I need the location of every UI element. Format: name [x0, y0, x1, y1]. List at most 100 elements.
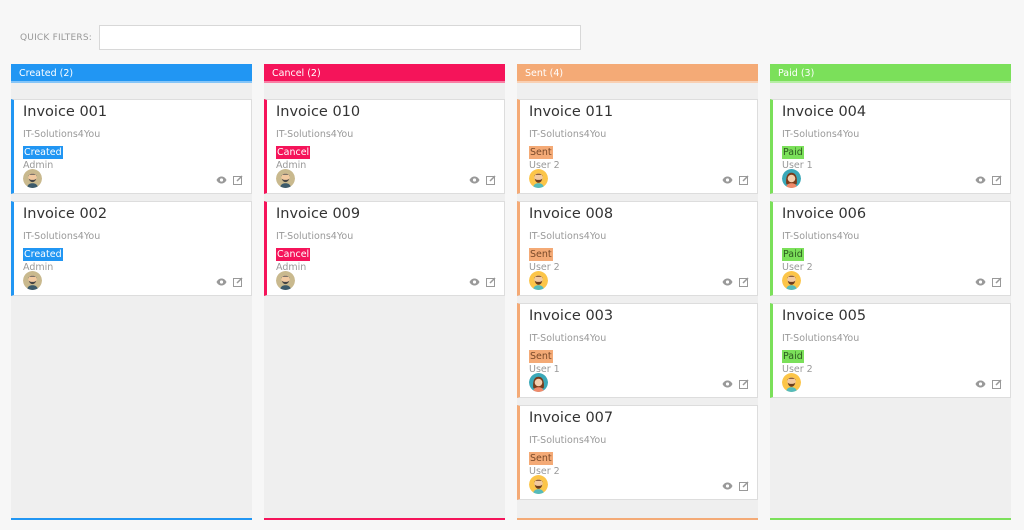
avatar [23, 169, 42, 188]
edit-icon[interactable] [485, 277, 496, 287]
column-header: Sent (4) [517, 64, 758, 83]
view-eye-icon[interactable] [722, 379, 733, 389]
invoice-card[interactable]: Invoice 008 IT-Solutions4You Sent User 2 [517, 201, 758, 296]
column-bottom-bar [770, 518, 1011, 520]
quick-filters: QUICK FILTERS: [20, 25, 581, 50]
card-title[interactable]: Invoice 005 [782, 308, 867, 324]
status-badge: Paid [782, 146, 804, 159]
view-eye-icon[interactable] [722, 175, 733, 185]
status-badge: Sent [529, 350, 553, 363]
view-eye-icon[interactable] [469, 175, 480, 185]
card-organization: IT-Solutions4You [529, 333, 607, 344]
column-bottom-bar [11, 518, 252, 520]
invoice-card[interactable]: Invoice 009 IT-Solutions4You Cancel Admi… [264, 201, 505, 296]
view-eye-icon[interactable] [469, 277, 480, 287]
card-organization: IT-Solutions4You [529, 231, 607, 242]
edit-icon[interactable] [232, 175, 243, 185]
card-title[interactable]: Invoice 009 [276, 206, 361, 222]
column-bottom-bar [264, 518, 505, 520]
avatar [529, 373, 548, 392]
view-eye-icon[interactable] [975, 379, 986, 389]
assigned-user: User 1 [782, 160, 813, 171]
assigned-user: Admin [276, 262, 307, 273]
avatar [782, 169, 801, 188]
avatar [23, 271, 42, 290]
invoice-card[interactable]: Invoice 003 IT-Solutions4You Sent User 1 [517, 303, 758, 398]
status-badge: Paid [782, 248, 804, 261]
invoice-card[interactable]: Invoice 010 IT-Solutions4You Cancel Admi… [264, 99, 505, 194]
status-badge: Created [23, 146, 63, 159]
view-eye-icon[interactable] [975, 175, 986, 185]
card-title[interactable]: Invoice 006 [782, 206, 867, 222]
view-eye-icon[interactable] [722, 277, 733, 287]
assigned-user: User 2 [529, 466, 560, 477]
card-title[interactable]: Invoice 010 [276, 104, 361, 120]
invoice-card[interactable]: Invoice 011 IT-Solutions4You Sent User 2 [517, 99, 758, 194]
avatar [529, 169, 548, 188]
card-organization: IT-Solutions4You [529, 129, 607, 140]
invoice-card[interactable]: Invoice 006 IT-Solutions4You Paid User 2 [770, 201, 1011, 296]
card-title[interactable]: Invoice 008 [529, 206, 614, 222]
card-organization: IT-Solutions4You [529, 435, 607, 446]
assigned-user: Admin [23, 160, 54, 171]
invoice-card[interactable]: Invoice 001 IT-Solutions4You Created Adm… [11, 99, 252, 194]
assigned-user: Admin [276, 160, 307, 171]
view-eye-icon[interactable] [975, 277, 986, 287]
edit-icon[interactable] [991, 277, 1002, 287]
assigned-user: User 2 [529, 160, 560, 171]
avatar [276, 169, 295, 188]
avatar [529, 271, 548, 290]
card-title[interactable]: Invoice 003 [529, 308, 614, 324]
assigned-user: Admin [23, 262, 54, 273]
edit-icon[interactable] [738, 277, 749, 287]
invoice-card[interactable]: Invoice 007 IT-Solutions4You Sent User 2 [517, 405, 758, 500]
column-paid: Paid (3) Invoice 004 IT-Solutions4You Pa… [770, 64, 1011, 520]
edit-icon[interactable] [738, 481, 749, 491]
avatar [782, 373, 801, 392]
card-organization: IT-Solutions4You [782, 333, 860, 344]
card-title[interactable]: Invoice 002 [23, 206, 108, 222]
invoice-card[interactable]: Invoice 002 IT-Solutions4You Created Adm… [11, 201, 252, 296]
quick-filters-label: QUICK FILTERS: [20, 32, 92, 43]
card-title[interactable]: Invoice 004 [782, 104, 867, 120]
assigned-user: User 2 [782, 364, 813, 375]
card-title[interactable]: Invoice 007 [529, 410, 614, 426]
card-organization: IT-Solutions4You [782, 231, 860, 242]
edit-icon[interactable] [485, 175, 496, 185]
view-eye-icon[interactable] [722, 481, 733, 491]
card-organization: IT-Solutions4You [23, 231, 101, 242]
status-badge: Sent [529, 146, 553, 159]
view-eye-icon[interactable] [216, 175, 227, 185]
column-bottom-bar [517, 518, 758, 520]
status-badge: Sent [529, 452, 553, 465]
invoice-card[interactable]: Invoice 004 IT-Solutions4You Paid User 1 [770, 99, 1011, 194]
status-badge: Cancel [276, 146, 311, 159]
assigned-user: User 1 [529, 364, 560, 375]
column-header: Created (2) [11, 64, 252, 83]
quick-filters-input[interactable] [99, 25, 581, 50]
column-header: Paid (3) [770, 64, 1011, 83]
card-title[interactable]: Invoice 011 [529, 104, 614, 120]
status-badge: Created [23, 248, 63, 261]
edit-icon[interactable] [991, 175, 1002, 185]
column-cancel: Cancel (2) Invoice 010 IT-Solutions4You … [264, 64, 505, 520]
status-badge: Paid [782, 350, 804, 363]
invoice-card[interactable]: Invoice 005 IT-Solutions4You Paid User 2 [770, 303, 1011, 398]
card-organization: IT-Solutions4You [276, 129, 354, 140]
column-created: Created (2) Invoice 001 IT-Solutions4You… [11, 64, 252, 520]
status-badge: Sent [529, 248, 553, 261]
edit-icon[interactable] [738, 175, 749, 185]
avatar [782, 271, 801, 290]
column-header: Cancel (2) [264, 64, 505, 83]
card-title[interactable]: Invoice 001 [23, 104, 108, 120]
avatar [276, 271, 295, 290]
edit-icon[interactable] [232, 277, 243, 287]
card-organization: IT-Solutions4You [782, 129, 860, 140]
edit-icon[interactable] [991, 379, 1002, 389]
card-organization: IT-Solutions4You [23, 129, 101, 140]
assigned-user: User 2 [529, 262, 560, 273]
card-organization: IT-Solutions4You [276, 231, 354, 242]
edit-icon[interactable] [738, 379, 749, 389]
view-eye-icon[interactable] [216, 277, 227, 287]
assigned-user: User 2 [782, 262, 813, 273]
